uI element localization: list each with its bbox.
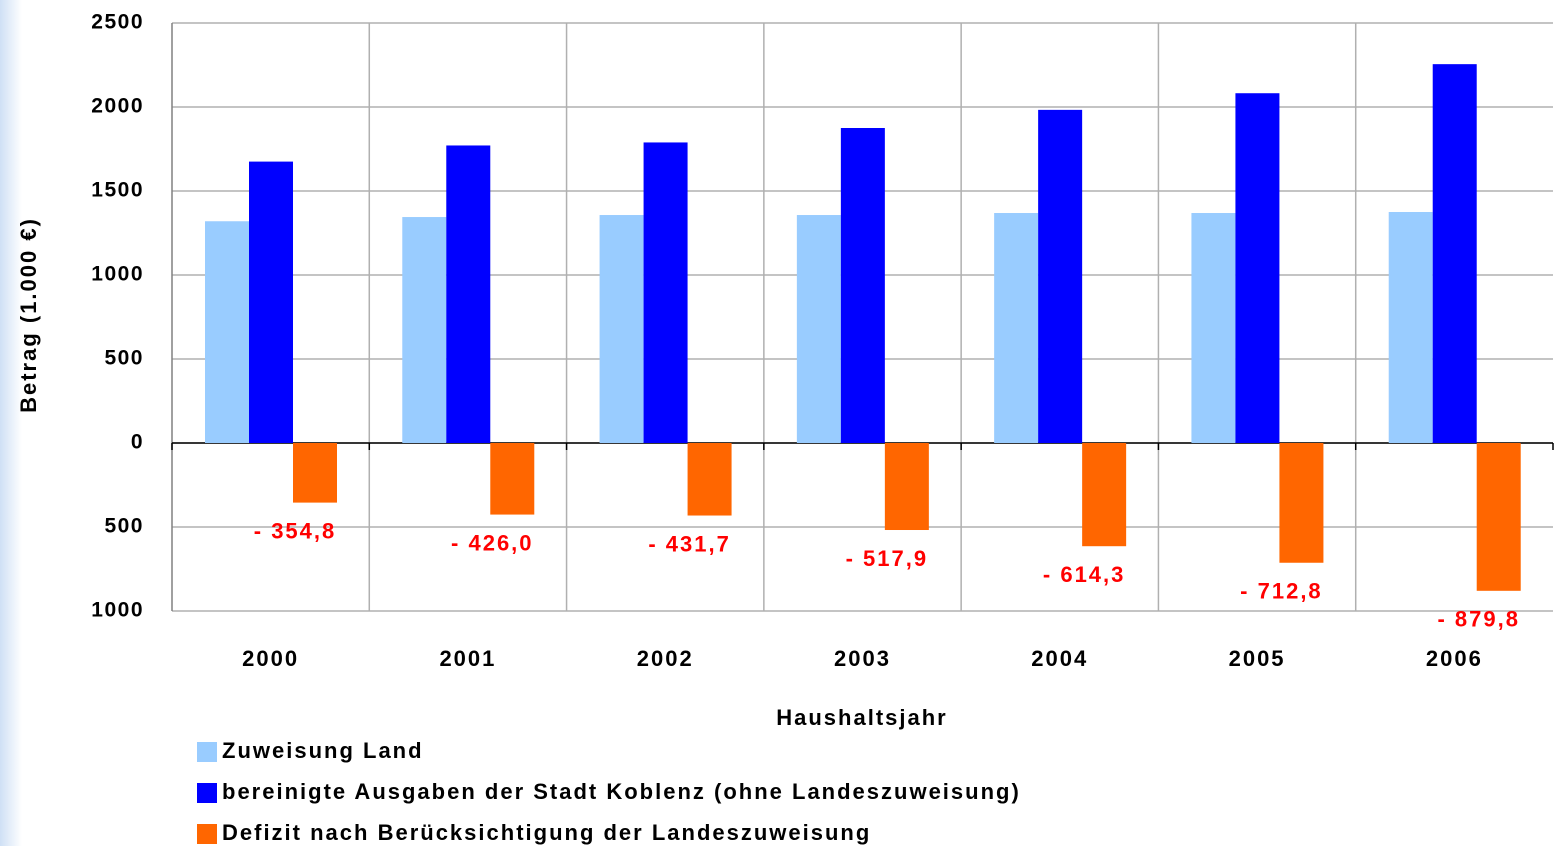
y-axis-title: Betrag (1.000 €) bbox=[16, 217, 41, 413]
x-tick-label: 2000 bbox=[242, 646, 299, 671]
bar bbox=[1082, 443, 1127, 547]
bar bbox=[1432, 64, 1477, 443]
legend-label: Zuweisung Land bbox=[222, 738, 424, 763]
bar bbox=[1279, 443, 1324, 563]
bar bbox=[402, 217, 447, 443]
bar bbox=[1476, 443, 1521, 591]
x-axis-title: Haushaltsjahr bbox=[776, 705, 948, 730]
y-tick-label: 1000 bbox=[91, 263, 144, 286]
bar bbox=[884, 443, 929, 531]
bar bbox=[249, 161, 293, 443]
y-tick-label: 500 bbox=[104, 347, 144, 370]
bar bbox=[599, 215, 644, 443]
x-tick-label: 2001 bbox=[439, 646, 496, 671]
value-label: - 879,8 bbox=[1437, 607, 1520, 632]
legend-swatch bbox=[197, 824, 217, 844]
bar bbox=[1235, 93, 1280, 443]
bar bbox=[643, 142, 688, 443]
bar bbox=[205, 221, 249, 443]
bar bbox=[994, 213, 1039, 443]
x-tick-label: 2002 bbox=[637, 646, 694, 671]
background-strip bbox=[0, 0, 22, 846]
value-label: - 614,3 bbox=[1043, 562, 1126, 587]
bar bbox=[687, 443, 732, 516]
y-tick-label: 0 bbox=[131, 431, 144, 454]
y-tick-label: 1500 bbox=[91, 179, 144, 202]
x-tick-label: 2003 bbox=[834, 646, 891, 671]
y-tick-label: 1000 bbox=[91, 599, 144, 622]
legend-label: bereinigte Ausgaben der Stadt Koblenz (o… bbox=[222, 779, 1021, 804]
x-tick-label: 2005 bbox=[1229, 646, 1286, 671]
bar bbox=[446, 145, 491, 444]
x-tick-label: 2004 bbox=[1031, 646, 1088, 671]
bar bbox=[1191, 213, 1236, 443]
value-label: - 354,8 bbox=[254, 518, 337, 543]
y-tick-label: 500 bbox=[104, 515, 144, 538]
legend-swatch bbox=[197, 783, 217, 803]
bar bbox=[293, 443, 337, 503]
legend-swatch bbox=[197, 742, 217, 762]
bar bbox=[1388, 212, 1433, 443]
value-label: - 431,7 bbox=[648, 531, 731, 556]
value-label: - 426,0 bbox=[451, 530, 534, 555]
y-tick-label: 2500 bbox=[91, 11, 144, 34]
y-tick-label: 2000 bbox=[91, 95, 144, 118]
bar bbox=[1038, 109, 1083, 443]
bar bbox=[490, 443, 535, 515]
value-label: - 517,9 bbox=[846, 546, 929, 571]
bar bbox=[796, 215, 841, 443]
value-label: - 712,8 bbox=[1240, 579, 1323, 604]
legend-label: Defizit nach Berücksichtigung der Landes… bbox=[222, 820, 871, 845]
bar bbox=[840, 128, 885, 443]
x-tick-label: 2006 bbox=[1426, 646, 1483, 671]
